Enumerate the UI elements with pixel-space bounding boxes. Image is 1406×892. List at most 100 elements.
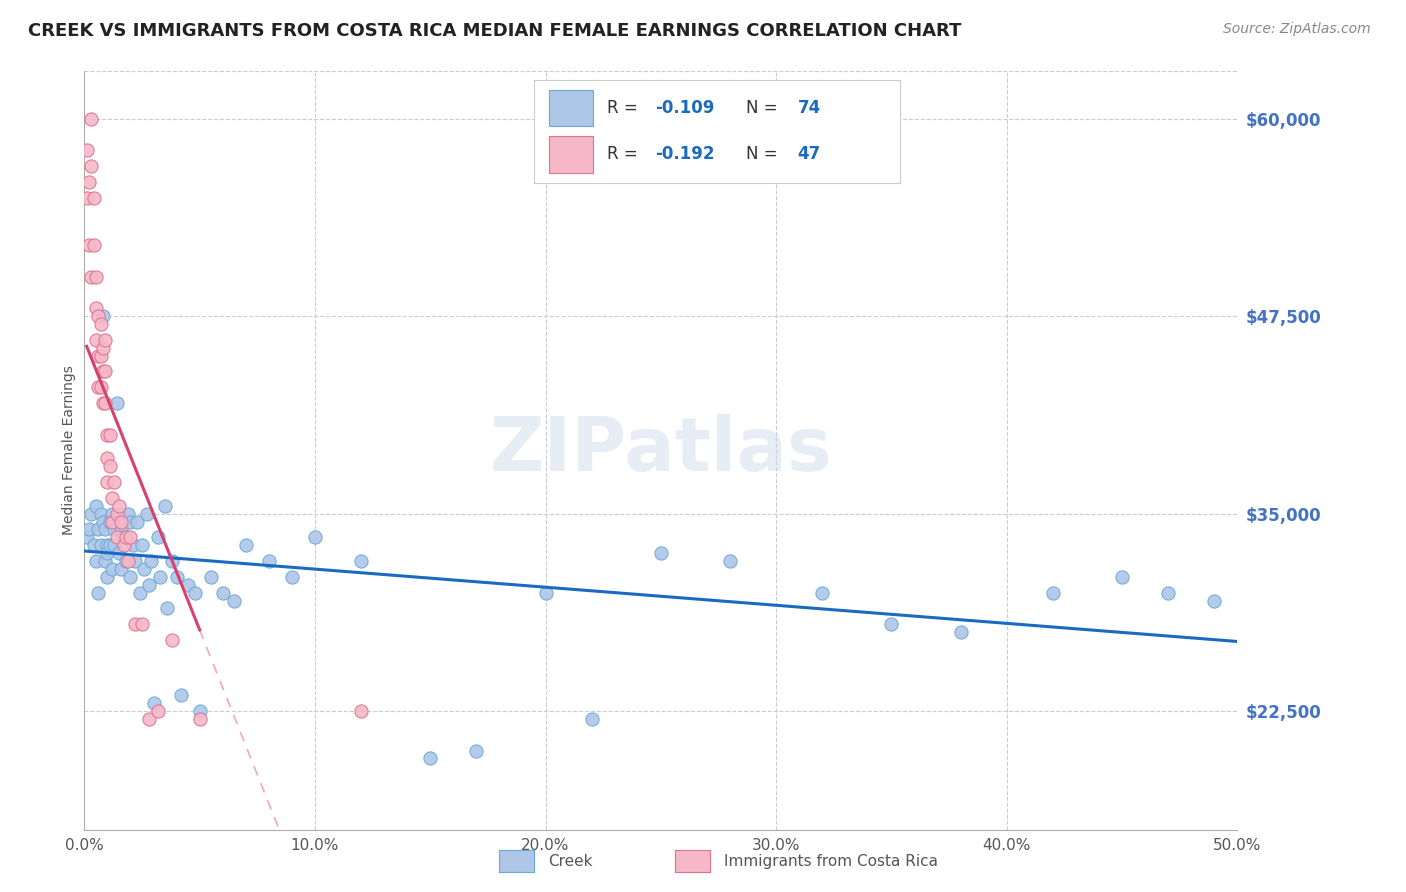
Point	[89, 317, 111, 331]
Point	[89, 349, 111, 363]
Point	[87, 349, 110, 363]
Point	[153, 499, 176, 513]
Point	[84, 269, 107, 284]
Point	[350, 704, 373, 718]
Point	[91, 341, 114, 355]
Point	[465, 743, 488, 757]
Point	[80, 112, 103, 126]
Point	[120, 570, 142, 584]
Point	[84, 499, 107, 513]
Point	[91, 396, 114, 410]
Point	[121, 538, 143, 552]
Bar	[548, 89, 593, 127]
Point	[115, 530, 138, 544]
Point	[89, 380, 111, 394]
Text: N =: N =	[747, 145, 783, 163]
Point	[581, 712, 603, 726]
Text: N =: N =	[747, 99, 783, 117]
Point	[1157, 585, 1180, 599]
Point	[138, 578, 160, 592]
Point	[96, 538, 118, 552]
Text: CREEK VS IMMIGRANTS FROM COSTA RICA MEDIAN FEMALE EARNINGS CORRELATION CHART: CREEK VS IMMIGRANTS FROM COSTA RICA MEDI…	[28, 22, 962, 40]
Point	[184, 585, 207, 599]
Point	[94, 523, 117, 537]
Point	[84, 301, 107, 316]
Point	[101, 507, 124, 521]
Point	[80, 269, 103, 284]
Point	[1042, 585, 1064, 599]
Point	[77, 523, 100, 537]
Point	[1111, 570, 1133, 584]
Point	[257, 554, 280, 568]
Point	[124, 554, 146, 568]
Point	[188, 712, 211, 726]
Point	[96, 475, 118, 489]
Point	[160, 633, 183, 648]
Point	[142, 696, 165, 710]
Point	[138, 712, 160, 726]
Point	[96, 451, 118, 466]
Text: Creek: Creek	[548, 854, 593, 869]
Point	[131, 538, 153, 552]
Text: Source: ZipAtlas.com: Source: ZipAtlas.com	[1223, 22, 1371, 37]
Point	[134, 562, 156, 576]
Point	[117, 507, 139, 521]
Point	[149, 570, 172, 584]
Point	[84, 333, 107, 347]
Point	[87, 309, 110, 323]
Text: -0.109: -0.109	[655, 99, 714, 117]
Point	[94, 396, 117, 410]
Point	[101, 491, 124, 505]
Point	[718, 554, 741, 568]
Point	[80, 507, 103, 521]
Point	[94, 364, 117, 378]
Text: 47: 47	[797, 145, 821, 163]
Point	[127, 515, 149, 529]
Point	[76, 191, 98, 205]
Point	[124, 617, 146, 632]
Point	[534, 585, 557, 599]
Point	[87, 523, 110, 537]
Point	[98, 459, 121, 474]
Point	[281, 570, 304, 584]
Point	[96, 546, 118, 560]
Point	[89, 538, 111, 552]
Point	[91, 309, 114, 323]
Text: -0.192: -0.192	[655, 145, 714, 163]
Point	[91, 515, 114, 529]
Point	[650, 546, 672, 560]
Point	[84, 554, 107, 568]
Point	[103, 523, 125, 537]
Point	[146, 704, 169, 718]
Point	[110, 562, 132, 576]
Text: R =: R =	[607, 145, 644, 163]
Point	[83, 191, 105, 205]
Point	[110, 523, 132, 537]
Point	[98, 538, 121, 552]
Point	[91, 364, 114, 378]
Point	[110, 515, 132, 529]
Point	[94, 333, 117, 347]
Point	[103, 538, 125, 552]
Point	[120, 515, 142, 529]
Point	[77, 238, 100, 252]
Point	[83, 538, 105, 552]
Bar	[548, 136, 593, 173]
Point	[101, 515, 124, 529]
Point	[200, 570, 222, 584]
Point	[117, 554, 139, 568]
Point	[108, 546, 131, 560]
Point	[949, 625, 972, 640]
Point	[76, 144, 98, 158]
Point	[141, 554, 163, 568]
Point	[120, 530, 142, 544]
Point	[108, 507, 131, 521]
Point	[76, 530, 98, 544]
Point	[128, 585, 150, 599]
Point	[170, 688, 193, 702]
Point	[87, 380, 110, 394]
Point	[880, 617, 903, 632]
Point	[304, 530, 326, 544]
Point	[96, 427, 118, 442]
Point	[105, 507, 128, 521]
